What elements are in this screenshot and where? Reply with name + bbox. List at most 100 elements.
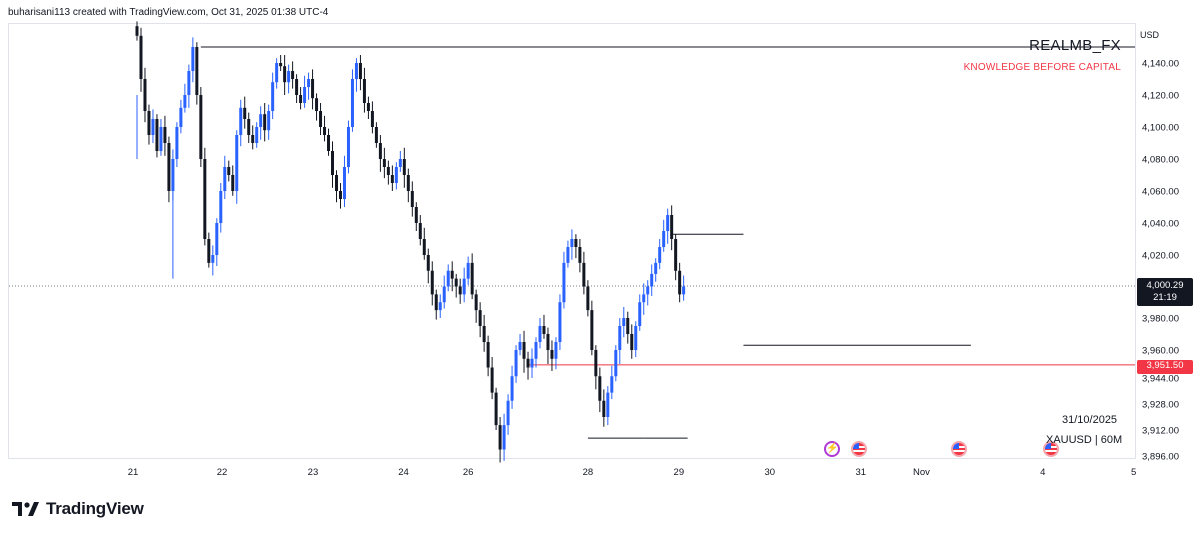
- chart-frame[interactable]: [8, 23, 1136, 459]
- price-tick-label: 4,120.00: [1142, 91, 1179, 102]
- candle-body: [259, 114, 263, 127]
- candle-body: [374, 127, 378, 143]
- candle-body: [646, 286, 650, 295]
- candle-body: [562, 262, 566, 303]
- candle-body: [578, 247, 582, 263]
- candle-body: [195, 47, 199, 95]
- candle-body: [462, 278, 466, 295]
- candle-body: [606, 392, 610, 417]
- price-tick-label: 4,140.00: [1142, 59, 1179, 70]
- candle-body: [474, 294, 478, 311]
- candle-body: [558, 302, 562, 342]
- candle-body: [295, 79, 299, 95]
- candle-body: [490, 367, 494, 393]
- time-tick-label: 5: [1131, 467, 1136, 478]
- candle-body: [199, 95, 203, 159]
- candle-body: [414, 207, 418, 223]
- candle-body: [402, 159, 406, 175]
- candle-body: [522, 342, 526, 359]
- time-axis[interactable]: 21 22 23 24 26 28 29 30 31 Nov 4 5: [128, 467, 1137, 478]
- time-tick-label: 30: [765, 467, 776, 478]
- candle-body: [410, 191, 414, 207]
- candle-body: [235, 135, 239, 191]
- candle-body: [530, 358, 534, 368]
- time-tick-label: 21: [128, 467, 139, 478]
- candle-body: [446, 270, 450, 287]
- candle-body: [187, 71, 191, 95]
- candle-body: [622, 318, 626, 326]
- candle-body: [586, 286, 590, 311]
- candle-body: [662, 231, 666, 247]
- candle-body: [670, 215, 674, 239]
- candle-body: [227, 167, 231, 175]
- candle-body: [674, 239, 678, 271]
- us-flag-event-icon[interactable]: [851, 441, 867, 457]
- candle-body: [143, 79, 147, 111]
- current-price-value: 4,000.29: [1146, 280, 1184, 291]
- lightning-event-icon[interactable]: ⚡: [824, 441, 840, 457]
- candle-body: [570, 239, 574, 247]
- time-tick-label: 4: [1040, 467, 1045, 478]
- candle-body: [163, 127, 167, 143]
- candle-body: [682, 286, 686, 295]
- current-price-label: 4,000.29 21:19: [1137, 278, 1193, 306]
- candle-body: [179, 107, 183, 127]
- candle-body: [323, 127, 327, 135]
- candle-body: [291, 71, 295, 79]
- candle-body: [167, 143, 171, 191]
- candle-body: [422, 239, 426, 255]
- candle-body: [546, 334, 550, 350]
- candle-body: [550, 350, 554, 359]
- candle-body: [626, 318, 630, 334]
- candle-body: [590, 310, 594, 350]
- candle-body: [303, 87, 307, 103]
- candle-body: [678, 270, 682, 295]
- candle-body: [506, 400, 510, 426]
- tradingview-logo[interactable]: TradingView: [12, 499, 144, 519]
- drawn-levels[interactable]: [200, 46, 1135, 439]
- time-tick-label: 28: [583, 467, 594, 478]
- candle-body: [243, 107, 247, 119]
- candle-body: [534, 342, 538, 359]
- candle-body: [466, 262, 470, 279]
- candle-body: [542, 326, 546, 334]
- candle-body: [470, 262, 474, 295]
- candle-body: [386, 167, 390, 175]
- candle-body: [438, 302, 442, 311]
- candle-body: [362, 79, 366, 103]
- us-flag-event-icon[interactable]: [951, 441, 967, 457]
- candle-body: [191, 47, 195, 71]
- candle-body: [151, 119, 155, 135]
- candle-body: [342, 167, 346, 199]
- candle-body: [638, 302, 642, 326]
- currency-badge[interactable]: USD: [1140, 30, 1160, 40]
- candle-body: [418, 223, 422, 239]
- candle-body: [211, 255, 215, 263]
- candle-body: [478, 310, 482, 326]
- candle-body: [426, 255, 430, 271]
- candle-body: [275, 63, 279, 83]
- candle-body: [502, 425, 506, 450]
- price-tick-label: 4,060.00: [1142, 187, 1179, 198]
- candle-body: [654, 262, 658, 274]
- price-axis[interactable]: 4,140.00 4,120.00 4,100.00 4,080.00 4,060.00…: [1142, 59, 1179, 463]
- chart-attribution: buharisani113 created with TradingView.c…: [8, 7, 329, 18]
- time-tick-label: 24: [398, 467, 409, 478]
- us-flag-event-icon[interactable]: [1043, 441, 1059, 457]
- candle-body: [598, 376, 602, 401]
- price-tick-label: 3,944.00: [1142, 374, 1179, 385]
- candle-body: [610, 376, 614, 393]
- candle-body: [642, 294, 646, 303]
- candle-body: [630, 334, 634, 350]
- candle-body: [319, 111, 323, 127]
- time-tick-label: 22: [217, 467, 228, 478]
- candle-body: [594, 350, 598, 377]
- candle-body: [498, 425, 502, 450]
- candle-body: [255, 127, 259, 143]
- candle-body: [514, 350, 518, 377]
- candle-body: [307, 79, 311, 87]
- candle-body: [175, 127, 179, 159]
- price-tick-label: 4,080.00: [1142, 155, 1179, 166]
- candle-body: [382, 159, 386, 167]
